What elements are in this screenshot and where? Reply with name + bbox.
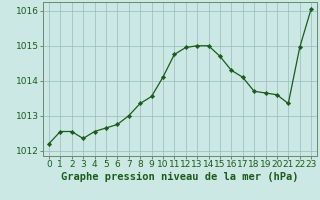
X-axis label: Graphe pression niveau de la mer (hPa): Graphe pression niveau de la mer (hPa) [61, 172, 299, 182]
